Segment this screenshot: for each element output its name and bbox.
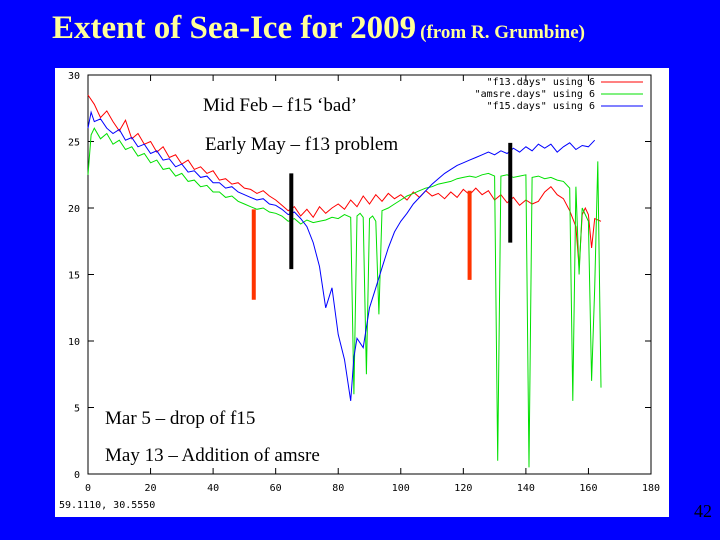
y-tick-label: 10 (68, 337, 80, 348)
y-tick-label: 0 (74, 470, 80, 481)
x-tick-label: 140 (517, 483, 535, 494)
x-tick-label: 60 (270, 483, 282, 494)
series-line-1 (87, 127, 602, 468)
y-tick-label: 25 (68, 138, 80, 149)
annotation-mar5: Mar 5 – drop of f15 (105, 408, 256, 429)
legend-label-1: "amsre.days" using 6 (475, 89, 595, 100)
x-tick-label: 40 (207, 483, 219, 494)
plot-window[interactable]: 0 5 10 15 20 25 30 0 20 40 60 80 100 120 140 160 180 "f13… (55, 68, 669, 517)
x-tick-label: 180 (642, 483, 660, 494)
slide-title: Extent of Sea-Ice for 2009 (from R. Grum… (52, 10, 692, 47)
series-line-2 (87, 110, 596, 401)
legend-label-2: "f15.days" using 6 (487, 101, 595, 112)
series-line-0 (87, 94, 602, 268)
x-tick-label: 0 (85, 483, 91, 494)
sea-ice-chart[interactable]: 0 5 10 15 20 25 30 0 20 40 60 80 100 120 140 160 180 "f13… (55, 68, 669, 517)
x-tick-label: 160 (579, 483, 597, 494)
x-tick-label: 100 (392, 483, 410, 494)
annotation-may13: May 13 – Addition of amsre (105, 445, 320, 466)
y-tick-label: 30 (68, 71, 80, 82)
y-tick-label: 5 (74, 404, 80, 415)
annotation-mid-feb: Mid Feb – f15 ‘bad’ (203, 95, 358, 116)
x-tick-label: 80 (332, 483, 344, 494)
title-source: (from R. Grumbine) (420, 22, 585, 43)
slide-number: 42 (694, 501, 712, 521)
x-tick-label: 20 (145, 483, 157, 494)
legend-label-0: "f13.days" using 6 (487, 77, 595, 88)
title-main: Extent of Sea-Ice for 2009 (52, 10, 417, 46)
annotation-early-may: Early May – f13 problem (205, 134, 399, 155)
y-tick-label: 15 (68, 271, 80, 282)
y-tick-label: 20 (68, 204, 80, 215)
coordinate-readout: 59.1110, 30.5550 (59, 500, 156, 511)
x-tick-label: 120 (454, 483, 472, 494)
